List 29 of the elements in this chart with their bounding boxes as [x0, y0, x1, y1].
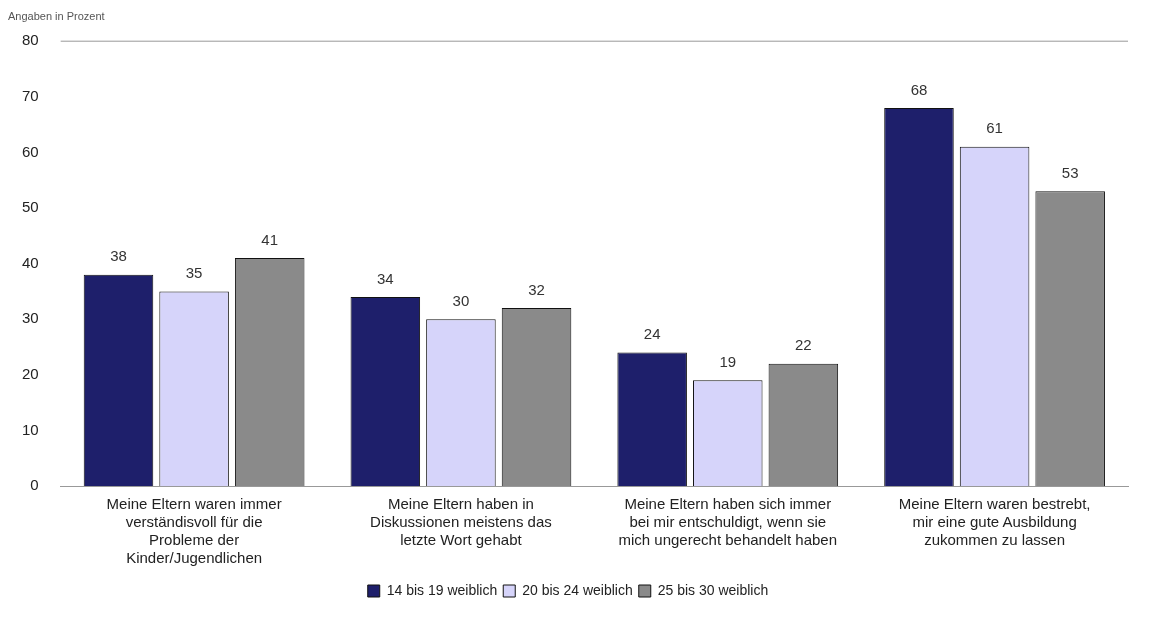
y-tick-label: 70 — [22, 86, 39, 104]
y-tick-label: 40 — [22, 253, 39, 271]
data-label: 68 — [910, 80, 928, 98]
data-label: 24 — [643, 325, 661, 343]
data-label: 30 — [452, 291, 470, 309]
data-label: 53 — [1061, 163, 1079, 181]
data-label: 19 — [719, 353, 737, 370]
y-tick-label: 80 — [22, 31, 39, 49]
data-label: 32 — [528, 280, 545, 298]
chart-title: Angaben in Prozent — [8, 9, 105, 22]
x-tick-label: Meine Eltern haben sich immer bei mir entschuldigt, wenn sie mich ungerecht behandelt haben — [618, 495, 838, 549]
y-tick-label: 50 — [22, 198, 39, 216]
data-label: 61 — [986, 119, 1003, 137]
data-label: 38 — [110, 247, 127, 265]
data-label: 35 — [185, 264, 203, 282]
y-tick-label: 20 — [22, 364, 39, 382]
y-tick-label: 10 — [22, 420, 39, 438]
x-tick-label: Meine Eltern waren immer verständisvoll für die Probleme der Kinder/Jugendlichen — [106, 495, 282, 567]
data-label: 34 — [376, 269, 394, 287]
legend-label: 20 bis 24 weiblich — [522, 581, 633, 598]
x-tick-label: Meine Eltern waren bestrebt, mir eine gute Ausbildung zukommen zu lassen — [898, 495, 1091, 549]
x-tick-label: Meine Eltern haben in Diskussionen meistens das letzte Wort gehabt — [370, 495, 552, 549]
data-label: 41 — [261, 230, 279, 248]
legend-label: 14 bis 19 weiblich — [386, 581, 498, 598]
y-tick-label: 30 — [22, 309, 39, 327]
legend-label: 25 bis 30 weiblich — [657, 581, 769, 598]
y-tick-label: 0 — [30, 476, 39, 494]
data-label: 22 — [795, 336, 812, 354]
y-tick-label: 60 — [22, 142, 39, 160]
